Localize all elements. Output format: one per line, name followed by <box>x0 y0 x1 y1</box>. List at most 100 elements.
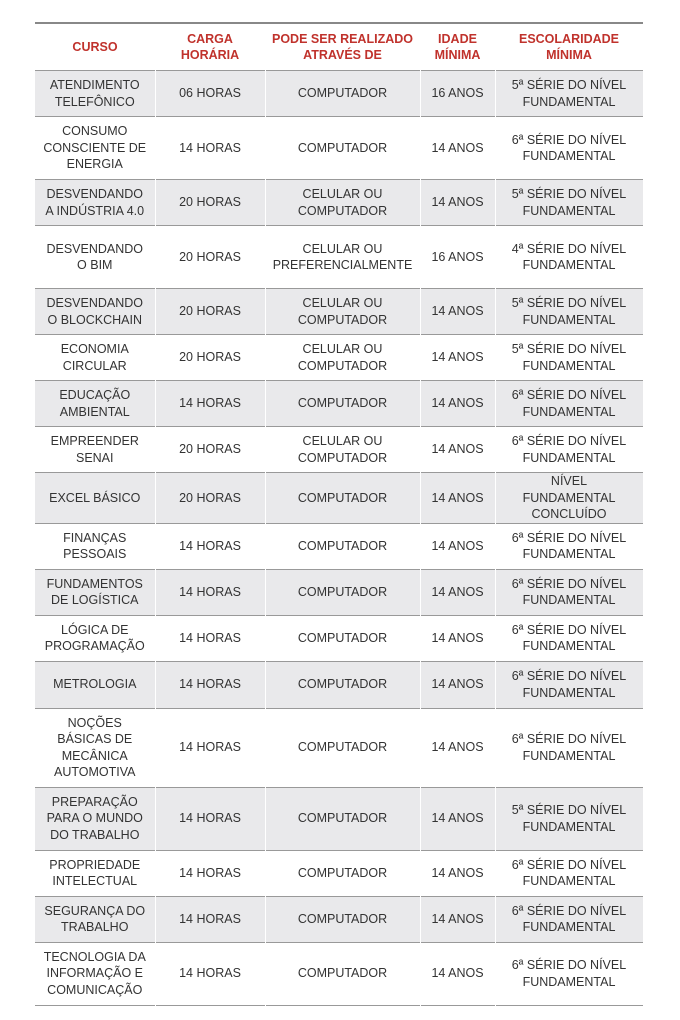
cell-workload: 14 HORAS <box>155 661 266 708</box>
cell-min-schooling: 6ª SÉRIE DO NÍVEL FUNDAMENTAL <box>495 569 644 615</box>
cell-course: EMPREENDER SENAI <box>35 426 156 473</box>
cell-platform: COMPUTADOR <box>265 787 421 850</box>
table-row: NOÇÕES BÁSICAS DE MECÂNICA AUTOMOTIVA 14 … <box>35 708 644 787</box>
cell-min-age: 14 ANOS <box>420 380 496 427</box>
cell-workload: 14 HORAS <box>155 787 266 850</box>
table-row: DESVENDANDO A INDÚSTRIA 4.0 20 HORAS CELUL… <box>35 179 644 226</box>
cell-platform: CELULAR OU COMPUTADOR <box>265 426 421 473</box>
header-workload: CARGA HORÁRIA <box>155 22 265 71</box>
cell-min-schooling: 6ª SÉRIE DO NÍVEL FUNDAMENTAL <box>495 380 644 427</box>
cell-course: EDUCAÇÃO AMBIENTAL <box>35 380 156 427</box>
cell-course: PREPARAÇÃO PARA O MUNDO DO TRABALHO <box>35 787 156 850</box>
cell-min-age: 14 ANOS <box>420 472 496 523</box>
table-row: ATENDIMENTO TELEFÔNICO 06 HORAS COMPUTADOR… <box>35 70 644 117</box>
cell-platform: COMPUTADOR <box>265 615 421 661</box>
table-row: DESVENDANDO O BLOCKCHAIN 20 HORAS CELULAR … <box>35 288 644 335</box>
cell-min-age: 14 ANOS <box>420 426 496 473</box>
cell-min-schooling: 6ª SÉRIE DO NÍVEL FUNDAMENTAL <box>495 850 644 896</box>
cell-course: FUNDAMENTOS DE LOGÍSTICA <box>35 569 156 615</box>
cell-course: ATENDIMENTO TELEFÔNICO <box>35 70 156 117</box>
cell-platform: CELULAR OU COMPUTADOR <box>265 179 421 226</box>
cell-min-schooling: 6ª SÉRIE DO NÍVEL FUNDAMENTAL <box>495 942 644 1005</box>
cell-workload: 14 HORAS <box>155 850 266 896</box>
cell-workload: 20 HORAS <box>155 288 266 335</box>
table-row: PREPARAÇÃO PARA O MUNDO DO TRABALHO 14 HO… <box>35 787 644 850</box>
cell-workload: 20 HORAS <box>155 426 266 473</box>
cell-min-schooling: 4ª SÉRIE DO NÍVEL FUNDAMENTAL <box>495 225 644 289</box>
cell-platform: COMPUTADOR <box>265 850 421 896</box>
cell-min-schooling: 6ª SÉRIE DO NÍVEL FUNDAMENTAL <box>495 615 644 661</box>
cell-min-schooling: NÍVEL FUNDAMENTAL CONCLUÍDO <box>495 472 644 523</box>
cell-platform: COMPUTADOR <box>265 708 421 787</box>
cell-min-age: 16 ANOS <box>420 70 496 117</box>
cell-min-age: 14 ANOS <box>420 661 496 708</box>
cell-workload: 14 HORAS <box>155 116 266 180</box>
cell-min-schooling: 6ª SÉRIE DO NÍVEL FUNDAMENTAL <box>495 708 644 787</box>
header-course: CURSO <box>35 22 155 71</box>
cell-course: CONSUMO CONSCIENTE DE ENERGIA <box>35 116 156 180</box>
cell-workload: 20 HORAS <box>155 472 266 523</box>
cell-course: PROPRIEDADE INTELECTUAL <box>35 850 156 896</box>
cell-platform: COMPUTADOR <box>265 70 421 117</box>
table-row: PROPRIEDADE INTELECTUAL 14 HORAS COMPUTADO… <box>35 850 644 896</box>
cell-workload: 20 HORAS <box>155 179 266 226</box>
cell-workload: 14 HORAS <box>155 523 266 569</box>
cell-platform: COMPUTADOR <box>265 116 421 180</box>
cell-course: DESVENDANDO A INDÚSTRIA 4.0 <box>35 179 156 226</box>
cell-min-schooling: 5ª SÉRIE DO NÍVEL FUNDAMENTAL <box>495 179 644 226</box>
cell-workload: 06 HORAS <box>155 70 266 117</box>
cell-course: ECONOMIA CIRCULAR <box>35 334 156 381</box>
cell-min-age: 14 ANOS <box>420 334 496 381</box>
table-row: ECONOMIA CIRCULAR 20 HORAS CELULAR OU COMP… <box>35 334 644 381</box>
cell-min-age: 14 ANOS <box>420 288 496 335</box>
cell-workload: 14 HORAS <box>155 942 266 1005</box>
header-min-schooling: ESCOLARIDADE MÍNIMA <box>495 22 643 71</box>
cell-course: SEGURANÇA DO TRABALHO <box>35 896 156 942</box>
cell-min-age: 14 ANOS <box>420 942 496 1005</box>
table-row: FINANÇAS PESSOAIS 14 HORAS COMPUTADOR 14 AN… <box>35 523 644 569</box>
table-row: EXCEL BÁSICO 20 HORAS COMPUTADOR 14 ANOS NÍV… <box>35 472 644 523</box>
table-row: TECNOLOGIA DA INFORMAÇÃO E COMUNICAÇÃO 14… <box>35 942 644 1005</box>
table-row: EDUCAÇÃO AMBIENTAL 14 HORAS COMPUTADOR 14 A… <box>35 380 644 427</box>
cell-platform: CELULAR OU COMPUTADOR <box>265 288 421 335</box>
cell-course: EXCEL BÁSICO <box>35 472 156 523</box>
cell-min-schooling: 6ª SÉRIE DO NÍVEL FUNDAMENTAL <box>495 896 644 942</box>
cell-workload: 14 HORAS <box>155 896 266 942</box>
header-platform: PODE SER REALIZADO ATRAVÉS DE <box>265 22 420 71</box>
cell-min-schooling: 5ª SÉRIE DO NÍVEL FUNDAMENTAL <box>495 787 644 850</box>
cell-min-age: 14 ANOS <box>420 896 496 942</box>
cell-min-age: 14 ANOS <box>420 708 496 787</box>
table-row: CONSUMO CONSCIENTE DE ENERGIA 14 HORAS COM… <box>35 116 644 180</box>
cell-course: DESVENDANDO O BLOCKCHAIN <box>35 288 156 335</box>
cell-min-age: 14 ANOS <box>420 850 496 896</box>
cell-min-schooling: 6ª SÉRIE DO NÍVEL FUNDAMENTAL <box>495 661 644 708</box>
cell-course: DESVENDANDO O BIM <box>35 225 156 289</box>
table-row: EMPREENDER SENAI 20 HORAS CELULAR OU COMPU… <box>35 426 644 473</box>
cell-workload: 20 HORAS <box>155 225 266 289</box>
cell-min-schooling: 6ª SÉRIE DO NÍVEL FUNDAMENTAL <box>495 523 644 569</box>
cell-platform: CELULAR OU PREFERENCIALMENTE <box>265 225 421 289</box>
cell-workload: 14 HORAS <box>155 708 266 787</box>
cell-platform: COMPUTADOR <box>265 896 421 942</box>
table-row: DESVENDANDO O BIM 20 HORAS CELULAR OU PREF… <box>35 225 644 289</box>
cell-min-age: 14 ANOS <box>420 116 496 180</box>
cell-min-age: 14 ANOS <box>420 179 496 226</box>
cell-workload: 14 HORAS <box>155 615 266 661</box>
cell-course: LÓGICA DE PROGRAMAÇÃO <box>35 615 156 661</box>
table-row: SEGURANÇA DO TRABALHO 14 HORAS COMPUTADOR 1… <box>35 896 644 942</box>
cell-workload: 14 HORAS <box>155 569 266 615</box>
table-row: METROLOGIA 14 HORAS COMPUTADOR 14 ANOS 6ª SÉ… <box>35 661 644 708</box>
cell-course: FINANÇAS PESSOAIS <box>35 523 156 569</box>
cell-platform: COMPUTADOR <box>265 661 421 708</box>
cell-course: TECNOLOGIA DA INFORMAÇÃO E COMUNICAÇÃO <box>35 942 156 1005</box>
cell-course: NOÇÕES BÁSICAS DE MECÂNICA AUTOMOTIVA <box>35 708 156 787</box>
cell-course: METROLOGIA <box>35 661 156 708</box>
cell-min-age: 14 ANOS <box>420 615 496 661</box>
courses-table: CURSO CARGA HORÁRIA PODE SER REALIZADO ATR… <box>35 22 644 1006</box>
header-min-age: IDADE MÍNIMA <box>420 22 495 71</box>
cell-min-age: 16 ANOS <box>420 225 496 289</box>
table-row: FUNDAMENTOS DE LOGÍSTICA 14 HORAS COMPUTAD… <box>35 569 644 615</box>
cell-platform: COMPUTADOR <box>265 472 421 523</box>
cell-min-schooling: 5ª SÉRIE DO NÍVEL FUNDAMENTAL <box>495 70 644 117</box>
cell-platform: COMPUTADOR <box>265 942 421 1005</box>
